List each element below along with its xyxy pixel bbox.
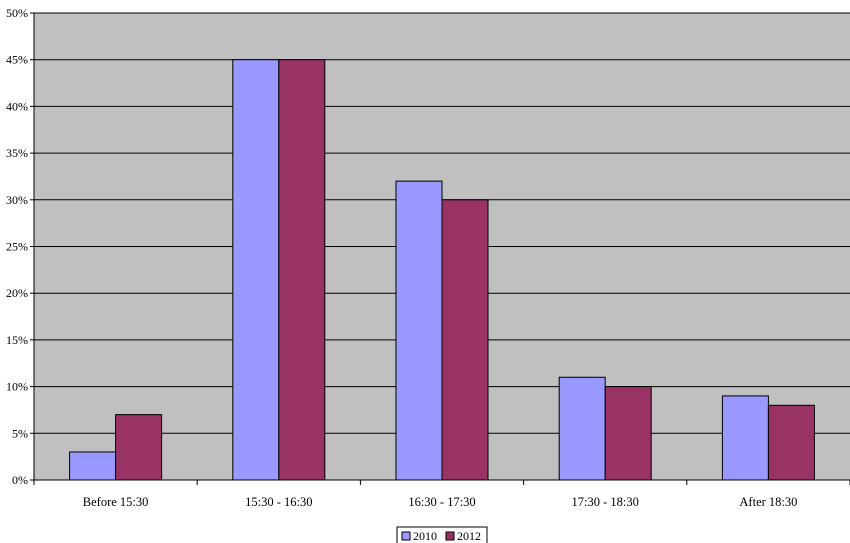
y-tick-label: 0%	[12, 473, 28, 487]
y-tick-label: 50%	[6, 6, 28, 20]
x-tick-label: 15:30 - 16:30	[245, 495, 312, 509]
legend-label-2010: 2010	[413, 529, 437, 543]
bar-2010-2	[395, 180, 443, 481]
bar-2010-0	[69, 451, 117, 481]
legend-label-2012: 2012	[457, 529, 481, 543]
bar-2012-4	[767, 404, 815, 481]
y-tick-label: 25%	[6, 240, 28, 254]
y-tick-label: 40%	[6, 99, 28, 113]
y-tick-label: 30%	[6, 193, 28, 207]
y-tick-label: 45%	[6, 53, 28, 67]
bar-2012-1	[278, 59, 326, 481]
legend: 2010 2012	[396, 526, 488, 543]
bar-2010-3	[558, 376, 606, 481]
bar-2010-1	[232, 59, 280, 481]
bar-2012-3	[604, 386, 652, 481]
bar-2010-4	[721, 395, 769, 481]
legend-swatch-2012	[445, 531, 455, 541]
x-tick-label: After 18:30	[739, 495, 797, 509]
bar-2012-2	[441, 199, 489, 481]
bar-2012-0	[115, 414, 163, 481]
y-tick-label: 35%	[6, 146, 28, 160]
y-tick-label: 15%	[6, 333, 28, 347]
x-tick-label: 17:30 - 18:30	[572, 495, 639, 509]
legend-box	[396, 526, 488, 543]
y-tick-label: 5%	[12, 426, 28, 440]
y-tick-label: 10%	[6, 380, 28, 394]
y-tick-label: 20%	[6, 286, 28, 300]
legend-swatch-2010	[401, 531, 411, 541]
x-tick-label: 16:30 - 17:30	[408, 495, 475, 509]
plot-area: 0% 5% 10% 15% 20% 25% 30% 35% 40% 45% 50% Before 15…	[6, 6, 850, 509]
x-tick-label: Before 15:30	[83, 495, 149, 509]
